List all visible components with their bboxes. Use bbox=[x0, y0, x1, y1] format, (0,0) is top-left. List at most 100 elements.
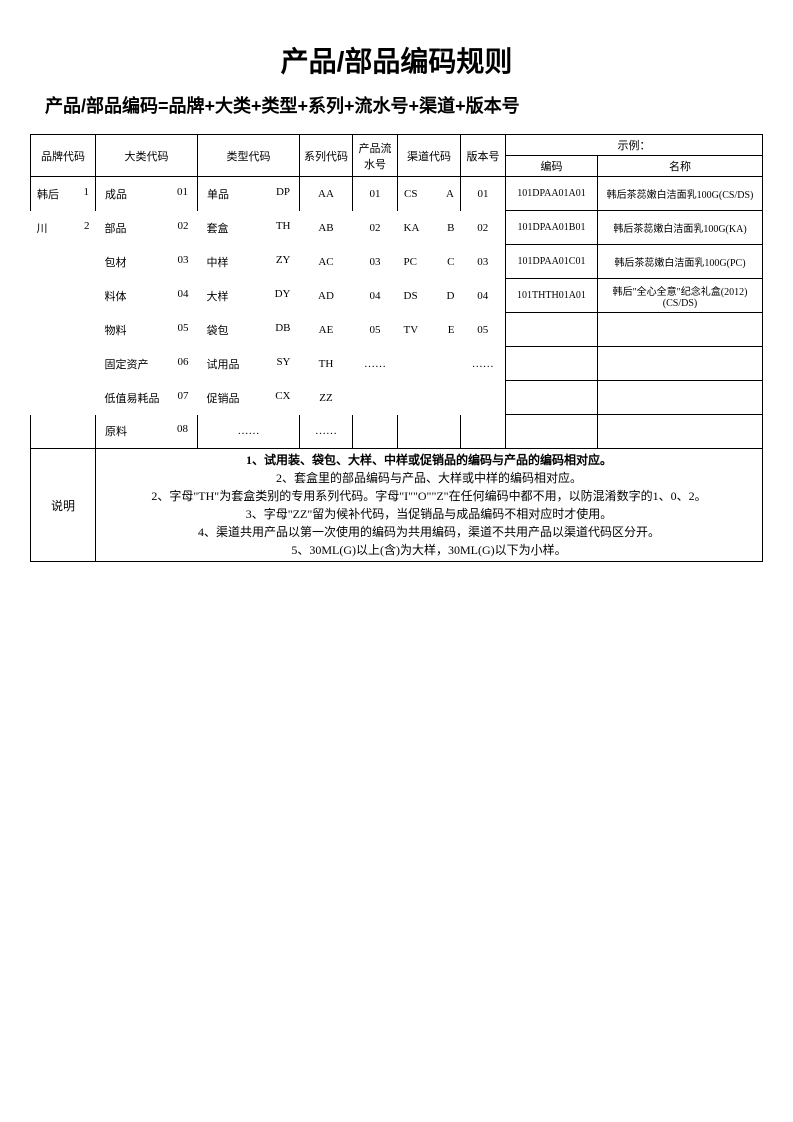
type-code: DB bbox=[275, 322, 290, 338]
header-channel: 渠道代码 bbox=[398, 135, 461, 177]
example-code: 101THTH01A01 bbox=[506, 279, 598, 313]
channel-code: C bbox=[447, 256, 454, 268]
category-name: 物料 bbox=[105, 322, 127, 338]
version-code: 03 bbox=[461, 245, 506, 279]
brand-name: 川 bbox=[37, 220, 48, 236]
type-name: …… bbox=[238, 425, 260, 437]
series-code: AA bbox=[300, 177, 353, 211]
example-code bbox=[506, 347, 598, 381]
table-row: 川2 部品02 套盒TH AB 02 KAB 02 101DPAA01B01 韩… bbox=[31, 211, 763, 245]
serial-code: 03 bbox=[353, 245, 398, 279]
header-brand: 品牌代码 bbox=[31, 135, 96, 177]
version-code: 05 bbox=[461, 313, 506, 347]
serial-code: 04 bbox=[353, 279, 398, 313]
table-row: 包材03 中样ZY AC 03 PCC 03 101DPAA01C01 韩后茶蕊… bbox=[31, 245, 763, 279]
serial-code: 02 bbox=[353, 211, 398, 245]
category-name: 原料 bbox=[105, 423, 127, 439]
table-row: 固定资产06 试用品SY TH …… …… bbox=[31, 347, 763, 381]
example-name bbox=[598, 381, 763, 415]
example-name: 韩后茶蕊嫩白洁面乳100G(CS/DS) bbox=[598, 177, 763, 211]
table-row: 物料05 袋包DB AE 05 TVE 05 bbox=[31, 313, 763, 347]
category-name: 低值易耗品 bbox=[105, 390, 160, 406]
header-example: 示例： bbox=[506, 135, 763, 156]
category-name: 包材 bbox=[105, 254, 127, 270]
category-name: 成品 bbox=[105, 186, 127, 202]
example-code: 101DPAA01A01 bbox=[506, 177, 598, 211]
note-line: 5、30ML(G)以上(含)为大样，30ML(G)以下为小样。 bbox=[99, 541, 759, 559]
notes-label: 说明 bbox=[31, 449, 96, 562]
header-serial: 产品流水号 bbox=[353, 135, 398, 177]
category-code: 07 bbox=[178, 390, 189, 406]
header-example-name: 名称 bbox=[598, 156, 763, 177]
category-code: 04 bbox=[178, 288, 189, 304]
category-code: 08 bbox=[177, 423, 188, 439]
type-code: DP bbox=[276, 186, 290, 202]
brand-code: 1 bbox=[84, 186, 90, 202]
type-code: CX bbox=[275, 390, 290, 406]
coding-rules-table: 品牌代码 大类代码 类型代码 系列代码 产品流水号 渠道代码 版本号 示例： 编… bbox=[30, 134, 763, 562]
table-row: 原料 08 …… …… bbox=[31, 415, 763, 449]
category-code: 03 bbox=[178, 254, 189, 270]
type-code: ZY bbox=[276, 254, 291, 270]
example-code bbox=[506, 415, 598, 449]
type-name: 试用品 bbox=[207, 356, 240, 372]
channel-code: D bbox=[447, 290, 455, 302]
type-name: 单品 bbox=[207, 186, 229, 202]
note-line: 1、试用装、袋包、大样、中样或促销品的编码与产品的编码相对应。 bbox=[99, 451, 759, 469]
serial-code: 05 bbox=[353, 313, 398, 347]
example-name: 韩后茶蕊嫩白洁面乳100G(PC) bbox=[598, 245, 763, 279]
example-code bbox=[506, 313, 598, 347]
table-row: 料体 04 大样 DY AD 04 DS D 04 101THTH01A01 韩后"全… bbox=[31, 279, 763, 313]
example-name bbox=[598, 313, 763, 347]
example-name bbox=[598, 347, 763, 381]
series-code: AE bbox=[300, 313, 353, 347]
example-code: 101DPAA01C01 bbox=[506, 245, 598, 279]
version-code: 01 bbox=[461, 177, 506, 211]
series-code: AB bbox=[300, 211, 353, 245]
example-code bbox=[506, 381, 598, 415]
series-code: …… bbox=[300, 415, 353, 449]
series-code: ZZ bbox=[300, 381, 353, 415]
channel-name: CS bbox=[404, 188, 417, 200]
notes-content: 1、试用装、袋包、大样、中样或促销品的编码与产品的编码相对应。 2、套盒里的部品… bbox=[96, 449, 763, 562]
channel-code: B bbox=[447, 222, 454, 234]
category-name: 部品 bbox=[105, 220, 127, 236]
page-subtitle: 产品/部品编码=品牌+大类+类型+系列+流水号+渠道+版本号 bbox=[30, 92, 763, 118]
category-code: 05 bbox=[178, 322, 189, 338]
type-name: 促销品 bbox=[207, 390, 240, 406]
type-code: DY bbox=[275, 288, 291, 304]
header-example-code: 编码 bbox=[506, 156, 598, 177]
type-code: TH bbox=[276, 220, 291, 236]
category-code: 01 bbox=[177, 186, 188, 202]
page-title: 产品/部品编码规则 bbox=[30, 40, 763, 80]
header-series: 系列代码 bbox=[300, 135, 353, 177]
table-row: 韩后1 成品01 单品DP AA 01 CSA 01 101DPAA01A01 … bbox=[31, 177, 763, 211]
version-code: 02 bbox=[461, 211, 506, 245]
note-line: 2、套盒里的部品编码与产品、大样或中样的编码相对应。 bbox=[99, 469, 759, 487]
version-code: 04 bbox=[461, 279, 506, 313]
serial-code: …… bbox=[353, 347, 398, 381]
header-category: 大类代码 bbox=[96, 135, 198, 177]
note-line: 3、字母"ZZ"留为候补代码，当促销品与成品编码不相对应时才使用。 bbox=[99, 505, 759, 523]
channel-code: A bbox=[446, 188, 454, 200]
category-name: 料体 bbox=[105, 288, 127, 304]
note-line: 4、渠道共用产品以第一次使用的编码为共用编码，渠道不共用产品以渠道代码区分开。 bbox=[99, 523, 759, 541]
type-code: SY bbox=[276, 356, 290, 372]
notes-row: 说明 1、试用装、袋包、大样、中样或促销品的编码与产品的编码相对应。 2、套盒里… bbox=[31, 449, 763, 562]
example-name: 韩后"全心全意"纪念礼盒(2012)(CS/DS) bbox=[598, 279, 763, 313]
category-code: 02 bbox=[178, 220, 189, 236]
type-name: 中样 bbox=[207, 254, 229, 270]
serial-code: 01 bbox=[353, 177, 398, 211]
category-code: 06 bbox=[178, 356, 189, 372]
channel-name: DS bbox=[404, 290, 418, 302]
table-row: 低值易耗品 07 促销品 CX ZZ bbox=[31, 381, 763, 415]
header-type: 类型代码 bbox=[198, 135, 300, 177]
channel-name: KA bbox=[404, 222, 420, 234]
series-code: AC bbox=[300, 245, 353, 279]
series-code: AD bbox=[300, 279, 353, 313]
category-name: 固定资产 bbox=[105, 356, 149, 372]
type-name: 袋包 bbox=[207, 322, 229, 338]
series-code: TH bbox=[300, 347, 353, 381]
type-name: 大样 bbox=[207, 288, 229, 304]
example-name bbox=[598, 415, 763, 449]
